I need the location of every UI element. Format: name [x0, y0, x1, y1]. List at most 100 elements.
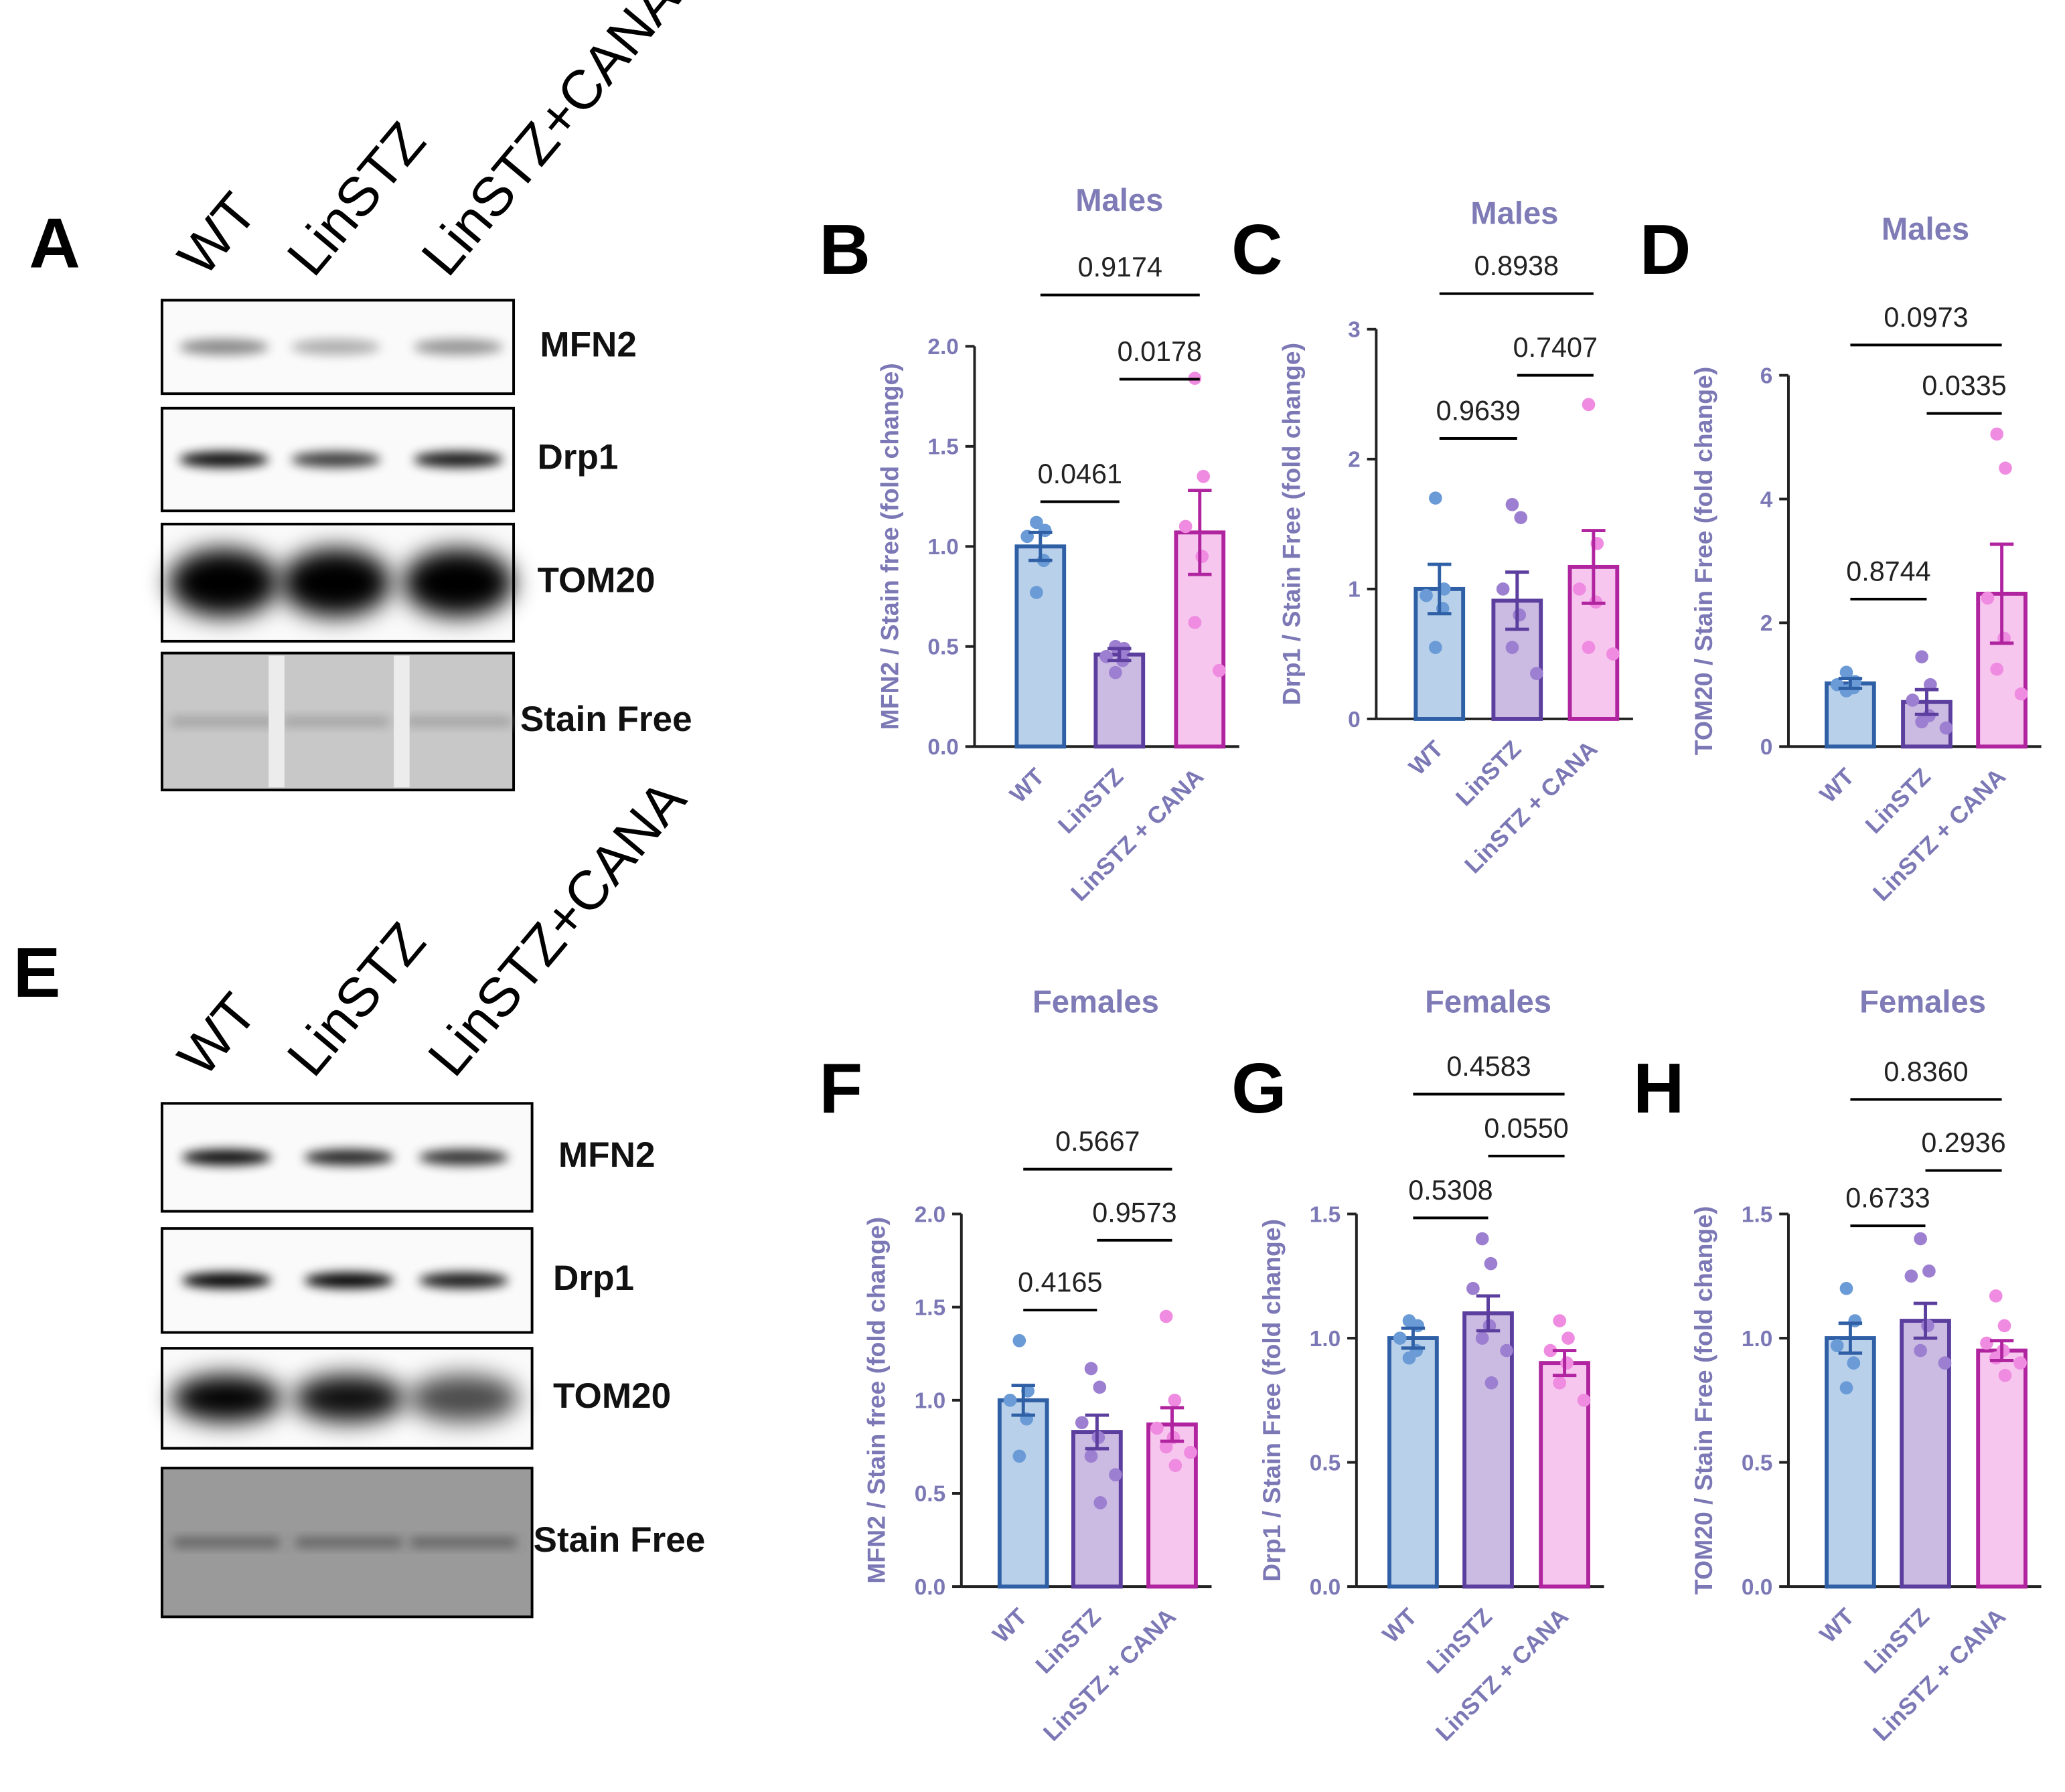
blot-band: [179, 451, 269, 468]
x-tick-label: LinSTZ: [1053, 763, 1128, 839]
data-point: [1159, 1440, 1173, 1454]
error-bar: [1552, 1349, 1577, 1378]
blot-band: [173, 1538, 279, 1547]
y-tick-label: 3: [1348, 318, 1361, 343]
p-value: 0.0335: [1922, 370, 2006, 401]
data-point: [1466, 1281, 1480, 1295]
blot-band: [168, 548, 279, 617]
p-value: 0.9573: [1092, 1197, 1176, 1228]
data-point: [1084, 1449, 1098, 1463]
p-value: 0.4583: [1446, 1051, 1531, 1082]
data-point: [1475, 1232, 1489, 1246]
blot-band: [408, 1374, 519, 1422]
error-bar: [1028, 530, 1053, 562]
y-tick-label: 0.5: [915, 1482, 945, 1507]
chart-title: Males: [1882, 212, 1969, 247]
data-point: [1514, 511, 1528, 524]
y-tick-label: 0.0: [927, 735, 958, 760]
data-point: [1212, 663, 1226, 677]
data-point: [1990, 427, 2004, 441]
data-point: [1553, 1314, 1567, 1327]
data-point: [1830, 1339, 1844, 1352]
data-point: [1012, 1449, 1026, 1463]
data-point: [1184, 1445, 1197, 1459]
bar: [1825, 1336, 1876, 1589]
band-label: Stain Free: [534, 1520, 706, 1560]
data-point: [1582, 398, 1596, 412]
band-label: TOM20: [537, 560, 655, 600]
data-point: [1420, 588, 1433, 602]
panel-label: C: [1231, 210, 1283, 289]
error-bar: [1582, 529, 1606, 605]
lane-label: LinSTZ: [275, 110, 437, 287]
x-tick-label: LinSTZ + CANA: [1430, 1603, 1574, 1746]
blot-band: [418, 1149, 509, 1165]
blot-lane-gap: [394, 655, 410, 788]
y-tick-label: 0.0: [915, 1575, 945, 1600]
data-point: [1990, 662, 2004, 676]
data-point: [1030, 515, 1043, 530]
band-label: MFN2: [558, 1135, 656, 1175]
y-tick-label: 6: [1760, 363, 1773, 388]
error-bar: [1914, 687, 1939, 716]
error-bar: [1160, 1406, 1184, 1443]
data-point: [1496, 582, 1510, 596]
band-label: Drp1: [553, 1258, 634, 1298]
blot-band: [410, 1538, 516, 1547]
blot-band: [280, 548, 392, 617]
error-bar: [1505, 570, 1529, 631]
error-bar: [1989, 542, 2014, 645]
data-point: [2014, 687, 2028, 701]
lane-label: LinSTZ+CANA: [409, 0, 691, 287]
y-axis-label: Drp1 / Stain Free (fold change): [1257, 1219, 1286, 1582]
lane-label: WT: [165, 181, 269, 287]
data-point: [1915, 715, 1928, 729]
x-tick-label: LinSTZ + CANA: [1867, 1603, 2011, 1746]
x-tick-label: LinSTZ + CANA: [1460, 736, 1603, 879]
data-point: [1393, 1331, 1407, 1345]
y-tick-label: 1.5: [1310, 1202, 1341, 1227]
y-tick-label: 0.0: [1310, 1575, 1341, 1600]
x-tick-label: WT: [988, 1603, 1032, 1647]
blot-band: [296, 1538, 402, 1547]
p-value: 0.0973: [1884, 302, 1968, 333]
error-bar: [1476, 1294, 1501, 1333]
data-point: [1915, 650, 1928, 664]
data-point: [1997, 1319, 2011, 1333]
blot-band: [304, 1273, 394, 1289]
lane-label: WT: [165, 981, 269, 1087]
y-tick-label: 0.5: [1742, 1451, 1772, 1475]
y-axis-label: TOM20 / Stain Free (fold change): [1689, 1206, 1717, 1595]
data-point: [1839, 665, 1853, 679]
p-value: 0.0550: [1484, 1113, 1568, 1143]
x-tick-label: WT: [1815, 1603, 1859, 1647]
data-point: [1606, 647, 1620, 661]
data-point: [1003, 1393, 1017, 1407]
bar: [1071, 1430, 1123, 1589]
error-bar: [1838, 1321, 1863, 1355]
x-tick-label: WT: [1377, 1603, 1422, 1647]
data-point: [1904, 1269, 1918, 1283]
blot-band: [304, 1149, 394, 1165]
data-point: [1572, 582, 1586, 596]
data-point: [1980, 1336, 1993, 1350]
data-point: [1093, 1496, 1107, 1510]
data-point: [1561, 1331, 1575, 1345]
blot-band: [171, 717, 277, 726]
data-point: [2013, 1356, 2027, 1370]
y-axis-label: Drp1 / Stain Free (fold change): [1277, 343, 1305, 706]
y-tick-label: 0.5: [927, 635, 958, 660]
y-tick-label: 1.0: [1742, 1327, 1772, 1352]
panel-label: B: [819, 210, 870, 289]
blot-band: [413, 451, 504, 468]
band-label: MFN2: [540, 325, 637, 364]
data-point: [1484, 1256, 1498, 1271]
data-point: [1030, 586, 1043, 599]
y-tick-label: 1.0: [915, 1389, 945, 1414]
data-point: [1012, 1333, 1026, 1348]
blot-band: [181, 1273, 272, 1289]
chart-panel: G Females Drp1 / Stain Free (fold change) 0…: [1231, 985, 1604, 1746]
x-tick-label: LinSTZ + CANA: [1867, 763, 2011, 906]
bar: [1976, 1348, 2028, 1589]
